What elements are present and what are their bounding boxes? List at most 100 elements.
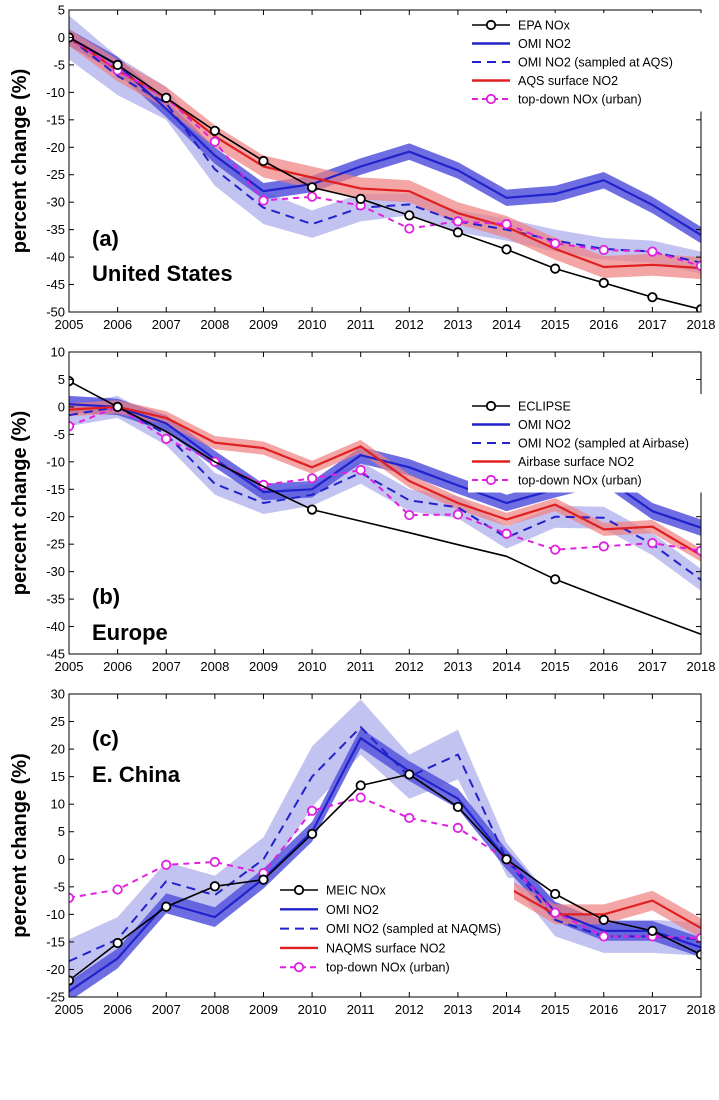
legend-marker-4 [485,474,497,486]
series-line-1 [69,36,701,237]
y-tick-label: 0 [58,399,65,414]
data-point [112,884,123,895]
data-point [647,292,658,303]
y-tick-label: -10 [46,85,65,100]
data-point [306,182,318,193]
data-point [306,805,318,816]
series-line-3 [505,885,701,930]
data-point [161,859,172,870]
x-tick-label: 2006 [103,659,132,674]
region-label: United States [92,261,233,286]
data-point [452,801,464,813]
y-tick-label: 15 [51,769,65,784]
series-band-2 [69,395,701,591]
y-tick-label: 25 [51,714,65,729]
y-tick-label: -25 [46,167,65,182]
y-tick-label: 20 [51,742,65,757]
data-point [550,544,561,555]
y-tick-label: -25 [46,537,65,552]
x-tick-label: 2008 [200,659,229,674]
legend-label-4: top-down NOx (urban) [326,961,450,975]
x-tick-label: 2013 [443,659,472,674]
y-tick-label: -20 [46,962,65,977]
axes-frame [68,9,702,313]
x-tick-label: 2010 [298,1002,327,1017]
data-point [161,901,172,912]
x-tick-label: 2009 [249,1002,278,1017]
x-tick-label: 2016 [589,1002,618,1017]
data-point [550,238,561,249]
y-tick-label: -20 [46,140,65,155]
legend-label-4: top-down NOx (urban) [518,93,642,107]
x-tick-label: 2012 [395,317,424,332]
x-tick-label: 2013 [443,317,472,332]
legend: ECLIPSE OMI NO2 OMI NO2 (sampled at Airbas… [468,394,706,493]
data-point [501,219,512,230]
series-line-4 [69,796,701,940]
data-point [550,574,561,585]
y-tick-label: -15 [46,112,65,127]
data-point [112,937,123,949]
x-tick-label: 2007 [152,659,181,674]
data-point [598,541,609,552]
data-point [355,792,366,803]
data-point [209,136,220,147]
series-line-2 [69,726,701,963]
series-line-2 [69,36,701,264]
legend-marker-4 [293,962,305,973]
y-axis-label: percent change (%) [9,753,31,937]
y-tick-label: -15 [46,482,65,497]
x-tick-label: 2005 [55,317,84,332]
data-point [306,828,318,840]
legend-label-1: OMI NO2 [518,418,571,432]
x-tick-label: 2018 [687,659,716,674]
y-tick-label: -45 [46,647,65,662]
legend-label-2: OMI NO2 (sampled at Airbase) [518,437,689,451]
legend-label-1: OMI NO2 [518,37,571,51]
y-tick-label: -5 [53,57,65,72]
x-tick-label: 2008 [200,317,229,332]
legend-label-2: OMI NO2 (sampled at AQS) [518,56,673,70]
legend-label-4: top-down NOx (urban) [518,474,642,488]
legend-marker-4 [485,93,497,105]
y-tick-label: -45 [46,277,65,292]
series-line-2 [69,405,701,581]
y-tick-label: -20 [46,509,65,524]
data-point [550,263,561,274]
x-tick-label: 2010 [298,317,327,332]
legend-marker-0 [485,400,497,412]
x-tick-label: 2007 [152,317,181,332]
y-tick-label: -35 [46,222,65,237]
x-tick-label: 2016 [589,659,618,674]
y-tick-label: -15 [46,934,65,949]
data-point [306,191,318,202]
plot-area [69,15,701,312]
legend-label-0: EPA NOx [518,19,571,33]
data-point [647,246,658,257]
data-point [404,210,415,221]
data-point [404,509,415,521]
x-tick-label: 2011 [347,1002,375,1017]
x-tick-label: 2012 [395,659,424,674]
series-line-0 [69,773,701,982]
region-label: Europe [92,620,168,645]
x-tick-label: 2005 [55,659,84,674]
x-tick-label: 2014 [492,317,521,332]
y-tick-label: 5 [58,372,65,387]
plot-area [69,699,701,997]
data-point [404,769,415,780]
data-point [112,59,123,71]
x-tick-label: 2017 [638,659,667,674]
legend-label-0: ECLIPSE [518,400,571,414]
y-tick-label: -30 [46,195,65,210]
x-tick-label: 2013 [443,1002,472,1017]
legend-label-2: OMI NO2 (sampled at NAQMS) [326,922,501,936]
x-tick-label: 2011 [347,317,375,332]
y-tick-label: -40 [46,619,65,634]
x-tick-label: 2016 [589,317,618,332]
y-tick-label: -10 [46,454,65,469]
x-tick-label: 2009 [249,317,278,332]
y-tick-label: -5 [53,879,65,894]
data-point [209,125,220,136]
